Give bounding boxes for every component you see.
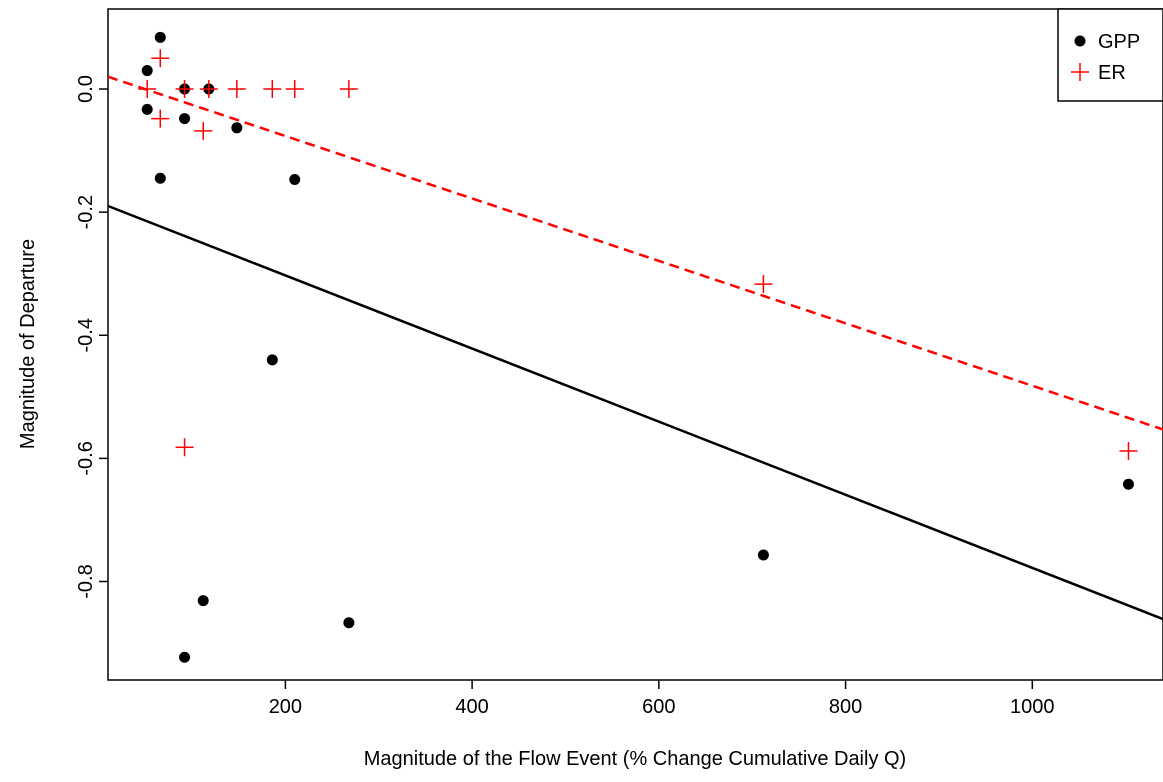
data-point-er — [199, 80, 218, 99]
y-tick-label: -0.6 — [75, 441, 97, 475]
legend-er-label: ER — [1098, 62, 1126, 84]
legend: GPP ER — [1057, 8, 1163, 102]
data-point-gpp — [154, 172, 166, 184]
data-point-er — [285, 80, 304, 99]
y-axis: 0.0 -0.2 -0.4 -0.6 -0.8 — [75, 75, 108, 599]
data-point-er — [194, 121, 213, 140]
x-axis: 200 400 600 800 1000 — [269, 680, 1055, 718]
data-point-er — [1119, 441, 1138, 460]
data-point-er — [754, 275, 773, 294]
data-point-gpp — [1122, 478, 1134, 490]
plot-frame — [107, 8, 1163, 681]
data-point-er — [151, 109, 170, 128]
data-point-er — [339, 80, 358, 99]
fit-line-gpp — [107, 204, 1163, 621]
data-point-gpp — [141, 103, 153, 115]
data-point-gpp — [197, 595, 209, 607]
x-tick-label: 600 — [642, 696, 675, 718]
x-tick-label: 200 — [269, 696, 302, 718]
legend-gpp-marker — [1074, 35, 1086, 47]
data-point-gpp — [179, 651, 191, 663]
fit-lines — [107, 75, 1163, 621]
y-tick-label: 0.0 — [75, 75, 97, 103]
fit-line-er — [107, 75, 1163, 431]
legend-gpp-label: GPP — [1098, 31, 1140, 53]
data-point-er — [227, 80, 246, 99]
data-point-er — [151, 49, 170, 68]
y-tick-label: -0.2 — [75, 195, 97, 229]
data-point-gpp — [154, 31, 166, 43]
y-axis-title: Magnitude of Departure — [17, 239, 39, 449]
data-point-er — [138, 80, 157, 99]
legend-box — [1057, 8, 1163, 102]
y-tick-label: -0.4 — [75, 318, 97, 352]
data-points — [138, 31, 1138, 663]
y-tick-label: -0.8 — [75, 564, 97, 598]
data-point-gpp — [141, 65, 153, 77]
data-point-gpp — [343, 617, 355, 629]
data-point-gpp — [179, 113, 191, 125]
data-point-gpp — [266, 354, 278, 366]
data-point-er — [175, 80, 194, 99]
data-point-gpp — [757, 549, 769, 561]
legend-er-marker — [1071, 63, 1089, 81]
x-axis-title: Magnitude of the Flow Event (% Change Cu… — [364, 748, 906, 770]
x-tick-label: 800 — [829, 696, 862, 718]
data-point-gpp — [289, 174, 301, 186]
x-tick-label: 400 — [455, 696, 488, 718]
x-tick-label: 1000 — [1010, 696, 1055, 718]
data-point-gpp — [231, 122, 243, 134]
data-point-er — [175, 438, 194, 457]
data-point-er — [263, 80, 282, 99]
